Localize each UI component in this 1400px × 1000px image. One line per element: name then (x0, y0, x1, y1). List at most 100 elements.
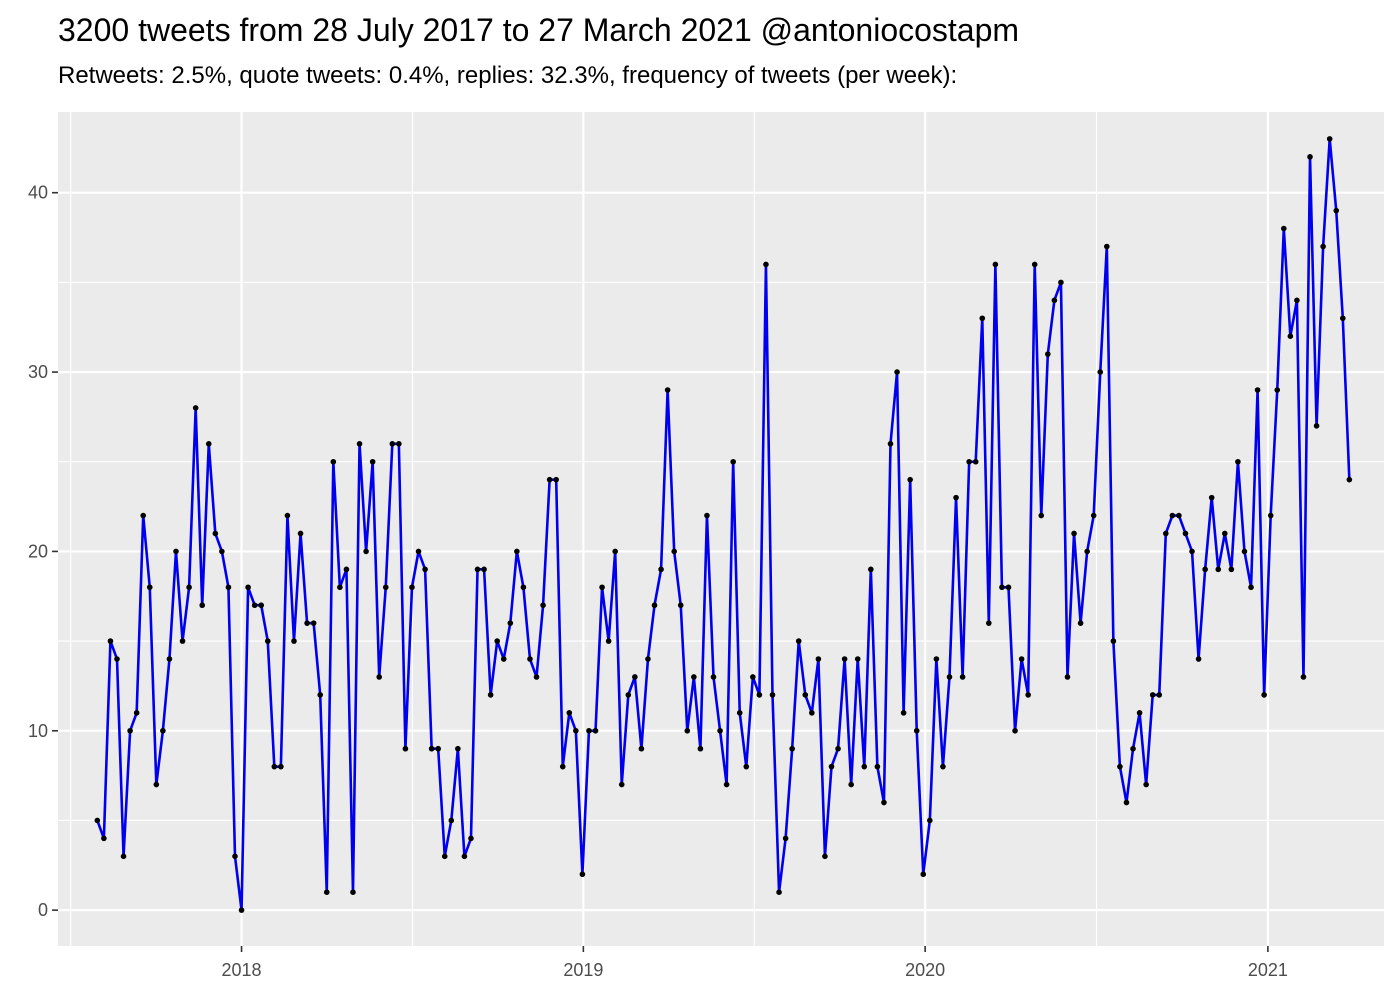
data-point (1117, 763, 1123, 770)
data-point (809, 710, 815, 716)
data-point (356, 441, 363, 447)
data-point (618, 781, 625, 788)
data-point (146, 584, 153, 591)
data-point (455, 745, 461, 752)
data-point (284, 512, 291, 519)
data-point (1110, 638, 1117, 644)
data-point (769, 692, 776, 698)
data-point (474, 566, 481, 573)
data-point (225, 584, 232, 591)
data-point (828, 763, 835, 770)
data-point (1084, 548, 1090, 555)
y-tick-label: 40 (28, 183, 48, 203)
data-point (1018, 656, 1025, 662)
data-point (868, 566, 874, 573)
data-point (946, 674, 953, 680)
data-point (927, 817, 933, 824)
data-point (795, 638, 802, 644)
data-point (1254, 387, 1261, 393)
data-point (782, 835, 789, 842)
data-point (271, 763, 278, 770)
data-point (533, 674, 540, 680)
data-point (966, 458, 972, 465)
data-point (841, 656, 848, 662)
data-point (1182, 530, 1189, 537)
data-point (1215, 566, 1222, 573)
data-point (913, 727, 920, 734)
data-point (520, 584, 527, 591)
data-point (120, 853, 127, 860)
x-tick-label: 2021 (1248, 960, 1288, 980)
data-point (1281, 225, 1287, 232)
data-point (1156, 692, 1163, 698)
data-point (874, 763, 881, 770)
data-point (1346, 476, 1353, 483)
data-point (881, 799, 887, 806)
data-point (763, 261, 769, 268)
data-point (1025, 692, 1031, 698)
data-point (487, 692, 494, 698)
data-point (494, 638, 500, 644)
data-point (743, 763, 750, 770)
data-point (605, 638, 612, 644)
y-axis-labels: 0 10 20 30 40 (28, 183, 48, 920)
data-point (1267, 512, 1274, 519)
data-point (481, 566, 487, 573)
data-point (205, 441, 212, 447)
data-point (887, 441, 894, 447)
data-point (586, 727, 592, 734)
data-point (736, 710, 743, 716)
data-point (258, 602, 265, 609)
data-point (1287, 333, 1294, 339)
data-point (573, 727, 579, 734)
data-point (422, 566, 428, 573)
data-point (514, 548, 520, 555)
data-point (1163, 530, 1169, 537)
data-point (750, 674, 756, 680)
data-point (468, 835, 474, 842)
data-point (1189, 548, 1195, 555)
data-point (1090, 512, 1097, 519)
data-point (756, 692, 763, 698)
data-point (212, 530, 219, 537)
data-point (704, 512, 710, 519)
chart-title: 3200 tweets from 28 July 2017 to 27 Marc… (58, 12, 1020, 48)
data-point (999, 584, 1005, 591)
data-point (710, 674, 717, 680)
data-point (1038, 512, 1045, 519)
data-point (500, 656, 507, 662)
x-tick-label: 2019 (563, 960, 603, 980)
data-point (389, 441, 396, 447)
y-tick-label: 0 (38, 900, 48, 920)
data-point (559, 763, 566, 770)
data-point (848, 781, 854, 788)
data-point (1149, 692, 1156, 698)
data-point (1143, 781, 1149, 788)
data-point (979, 315, 986, 322)
data-point (264, 638, 271, 644)
data-point (940, 763, 946, 770)
data-point (645, 656, 651, 662)
data-point (369, 458, 376, 465)
data-point (540, 602, 546, 609)
data-point (822, 853, 828, 860)
chart-subtitle: Retweets: 2.5%, quote tweets: 0.4%, repl… (58, 62, 958, 89)
data-point (802, 692, 809, 698)
axis-ticks (52, 191, 1269, 952)
data-point (723, 781, 730, 788)
data-point (278, 763, 284, 770)
data-point (1130, 745, 1136, 752)
data-point (854, 656, 861, 662)
data-point (1123, 799, 1130, 806)
data-point (717, 727, 723, 734)
data-point (199, 602, 206, 609)
data-point (553, 476, 559, 483)
data-point (527, 656, 533, 662)
data-point (140, 512, 147, 519)
data-point (920, 871, 927, 878)
data-point (1169, 512, 1176, 519)
data-point (160, 727, 166, 734)
plot-panel (58, 112, 1384, 946)
data-point (684, 727, 691, 734)
